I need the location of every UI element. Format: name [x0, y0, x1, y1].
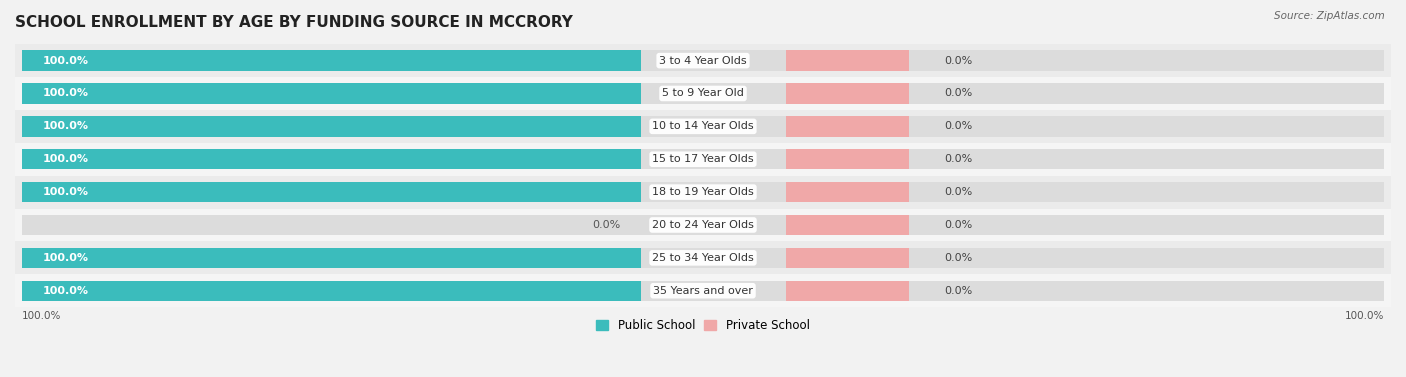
- Text: 18 to 19 Year Olds: 18 to 19 Year Olds: [652, 187, 754, 197]
- Text: 10 to 14 Year Olds: 10 to 14 Year Olds: [652, 121, 754, 131]
- Bar: [15, 274, 1391, 307]
- Legend: Public School, Private School: Public School, Private School: [592, 314, 814, 337]
- Text: 100.0%: 100.0%: [42, 121, 89, 131]
- Bar: [786, 248, 910, 268]
- Bar: [15, 110, 1391, 143]
- Bar: [786, 116, 910, 136]
- Text: 100.0%: 100.0%: [42, 56, 89, 66]
- Text: Source: ZipAtlas.com: Source: ZipAtlas.com: [1274, 11, 1385, 21]
- Text: 0.0%: 0.0%: [943, 187, 972, 197]
- Text: 3 to 4 Year Olds: 3 to 4 Year Olds: [659, 56, 747, 66]
- Text: 15 to 17 Year Olds: 15 to 17 Year Olds: [652, 154, 754, 164]
- Text: 100.0%: 100.0%: [22, 311, 62, 321]
- Bar: [786, 280, 910, 301]
- Text: 0.0%: 0.0%: [943, 253, 972, 263]
- Text: 0.0%: 0.0%: [943, 56, 972, 66]
- Bar: [786, 51, 910, 71]
- Bar: [786, 182, 910, 202]
- Text: 0.0%: 0.0%: [943, 154, 972, 164]
- Bar: [15, 44, 1391, 77]
- Text: 0.0%: 0.0%: [943, 121, 972, 131]
- Text: 5 to 9 Year Old: 5 to 9 Year Old: [662, 89, 744, 98]
- Text: 0.0%: 0.0%: [943, 89, 972, 98]
- Text: 0.0%: 0.0%: [592, 220, 620, 230]
- Text: 100.0%: 100.0%: [42, 89, 89, 98]
- Bar: [22, 182, 641, 202]
- Bar: [22, 83, 641, 104]
- Text: 0.0%: 0.0%: [943, 220, 972, 230]
- Bar: [15, 208, 1391, 241]
- Bar: [22, 182, 1384, 202]
- Text: 100.0%: 100.0%: [42, 286, 89, 296]
- Bar: [22, 149, 1384, 169]
- Bar: [22, 280, 1384, 301]
- Bar: [22, 51, 1384, 71]
- Text: 100.0%: 100.0%: [42, 253, 89, 263]
- Bar: [22, 248, 641, 268]
- Bar: [22, 149, 641, 169]
- Bar: [22, 51, 641, 71]
- Text: 100.0%: 100.0%: [42, 187, 89, 197]
- Bar: [786, 83, 910, 104]
- Text: 100.0%: 100.0%: [1344, 311, 1384, 321]
- Bar: [22, 83, 1384, 104]
- Bar: [22, 116, 641, 136]
- Text: 100.0%: 100.0%: [42, 154, 89, 164]
- Bar: [786, 215, 910, 235]
- Text: 0.0%: 0.0%: [943, 286, 972, 296]
- Bar: [15, 143, 1391, 176]
- Text: 25 to 34 Year Olds: 25 to 34 Year Olds: [652, 253, 754, 263]
- Bar: [22, 280, 641, 301]
- Bar: [786, 149, 910, 169]
- Bar: [22, 116, 1384, 136]
- Text: 35 Years and over: 35 Years and over: [652, 286, 754, 296]
- Bar: [15, 176, 1391, 208]
- Bar: [15, 77, 1391, 110]
- Bar: [15, 241, 1391, 274]
- Bar: [22, 215, 1384, 235]
- Text: SCHOOL ENROLLMENT BY AGE BY FUNDING SOURCE IN MCCRORY: SCHOOL ENROLLMENT BY AGE BY FUNDING SOUR…: [15, 15, 572, 30]
- Bar: [22, 248, 1384, 268]
- Text: 20 to 24 Year Olds: 20 to 24 Year Olds: [652, 220, 754, 230]
